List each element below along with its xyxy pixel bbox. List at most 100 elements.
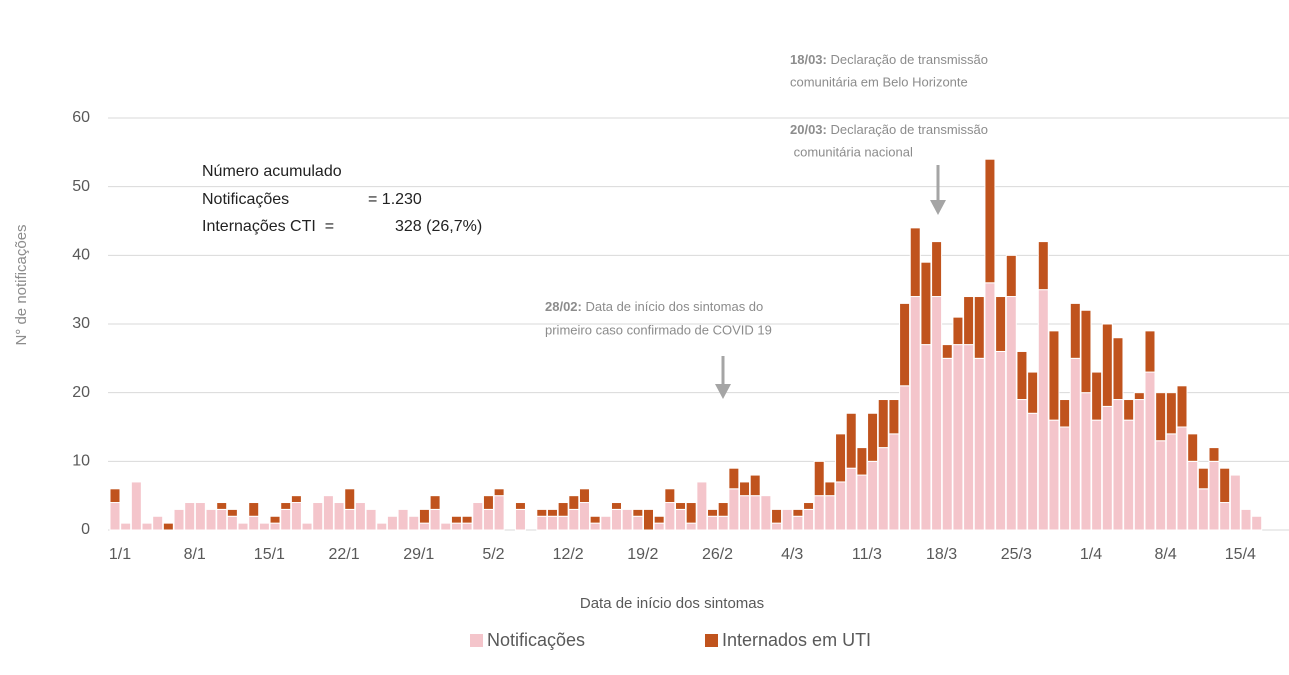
bar-segment	[344, 508, 356, 531]
bar-segment	[354, 502, 366, 531]
bar-segment	[888, 433, 900, 531]
x-axis-label: Data de início dos sintomas	[580, 595, 764, 612]
bar-segment	[1144, 371, 1156, 531]
bar-segment	[461, 515, 473, 524]
bar-segment	[109, 502, 121, 531]
bar-segment	[749, 474, 761, 497]
bar-segment	[280, 502, 292, 510]
x-tick-label: 12/2	[553, 546, 584, 563]
bar-segment	[301, 522, 313, 531]
bar-segment	[493, 495, 505, 531]
bar-segment	[749, 495, 761, 531]
bar-segment	[685, 522, 697, 531]
bar-segment	[792, 508, 804, 517]
bar-segment	[1176, 385, 1188, 428]
bar-segment	[1187, 460, 1199, 531]
x-tick-label: 26/2	[702, 546, 733, 563]
bar-segment	[653, 522, 665, 531]
bar-segment	[632, 508, 644, 517]
bar-segment	[888, 399, 900, 435]
bar-segment	[675, 508, 687, 531]
bar-segment	[216, 502, 228, 510]
bar-segment	[152, 515, 164, 531]
bar-segment	[546, 508, 558, 517]
annotation-text: primeiro caso confirmado de COVID 19	[545, 322, 772, 337]
bar-segment	[1027, 412, 1039, 531]
bar-segment	[1155, 392, 1167, 442]
y-tick-label: 40	[72, 247, 90, 264]
bar-segment	[1016, 350, 1028, 401]
bar-segment	[1101, 323, 1113, 407]
bar-segment	[653, 515, 665, 524]
bar-segment	[1123, 399, 1135, 421]
bar-segment	[578, 488, 590, 504]
bar-segment	[290, 495, 302, 504]
bar-segment	[845, 412, 857, 469]
bar-segment	[952, 316, 964, 346]
bar-segment	[610, 502, 622, 510]
bar-segment	[600, 515, 612, 531]
x-tick-label: 29/1	[403, 546, 434, 563]
bar-segment	[312, 502, 324, 531]
bar-segment	[1091, 419, 1103, 531]
annotation-date: 18/03:	[790, 52, 827, 67]
bar-segment	[1187, 433, 1199, 462]
bar-segment	[1144, 330, 1156, 373]
bar-segment	[184, 502, 196, 531]
bar-segment	[1101, 405, 1113, 531]
bar-segment	[450, 515, 462, 524]
bar-segment	[610, 508, 622, 531]
bar-segment	[1133, 399, 1145, 531]
y-tick-label: 50	[72, 178, 90, 195]
bar-segment	[429, 495, 441, 510]
bar-segment	[1251, 515, 1263, 531]
bar-segment	[226, 515, 238, 531]
summary-value: = 1.230	[368, 191, 422, 208]
bar-segment	[1080, 309, 1092, 394]
bar-segment	[1016, 399, 1028, 531]
bar-segment	[728, 488, 740, 531]
y-axis-label: N° de notificações	[13, 224, 30, 345]
x-tick-label: 1/1	[109, 546, 131, 563]
bar-segment	[739, 481, 751, 497]
bar-segment	[1080, 392, 1092, 531]
summary-label: Notificações	[202, 191, 289, 208]
bar-segment	[120, 522, 132, 531]
bar-segment	[771, 508, 783, 524]
bar-segment	[664, 488, 676, 504]
bar-segment	[1069, 302, 1081, 359]
bar-segment	[995, 350, 1007, 531]
bar-segment	[824, 481, 836, 497]
bar-segment	[1219, 467, 1231, 504]
bar-segment	[717, 502, 729, 517]
bar-segment	[739, 495, 751, 531]
bar-segment	[130, 481, 142, 531]
bar-segment	[269, 522, 281, 531]
bar-segment	[835, 433, 847, 483]
bar-segment	[589, 515, 601, 524]
bar-segment	[728, 467, 740, 490]
bar-segment	[568, 495, 580, 510]
bar-segment	[760, 495, 772, 531]
x-tick-label: 4/3	[781, 546, 803, 563]
bar-segment	[1133, 392, 1145, 401]
bar-segment	[1037, 289, 1049, 531]
legend-label: Internados em UTI	[722, 630, 871, 650]
bar-segment	[909, 227, 921, 298]
legend-label: Notificações	[487, 630, 585, 650]
bar-segment	[963, 344, 975, 531]
bar-segment	[226, 508, 238, 517]
bar-segment	[237, 522, 249, 531]
annotation-text: Declaração de transmissão	[831, 122, 989, 137]
y-tick-label: 30	[72, 315, 90, 332]
bar-segment	[984, 282, 996, 531]
bar-segment	[1123, 419, 1135, 531]
bar-segment	[995, 296, 1007, 352]
y-tick-label: 60	[72, 109, 90, 126]
y-tick-label: 0	[81, 521, 90, 538]
bar-segment	[781, 508, 793, 531]
y-tick-label: 10	[72, 453, 90, 470]
annotation: 18/03: Declaração de transmissão	[790, 52, 988, 67]
x-tick-label: 5/2	[482, 546, 504, 563]
annotation-text: comunitária em Belo Horizonte	[790, 74, 968, 89]
